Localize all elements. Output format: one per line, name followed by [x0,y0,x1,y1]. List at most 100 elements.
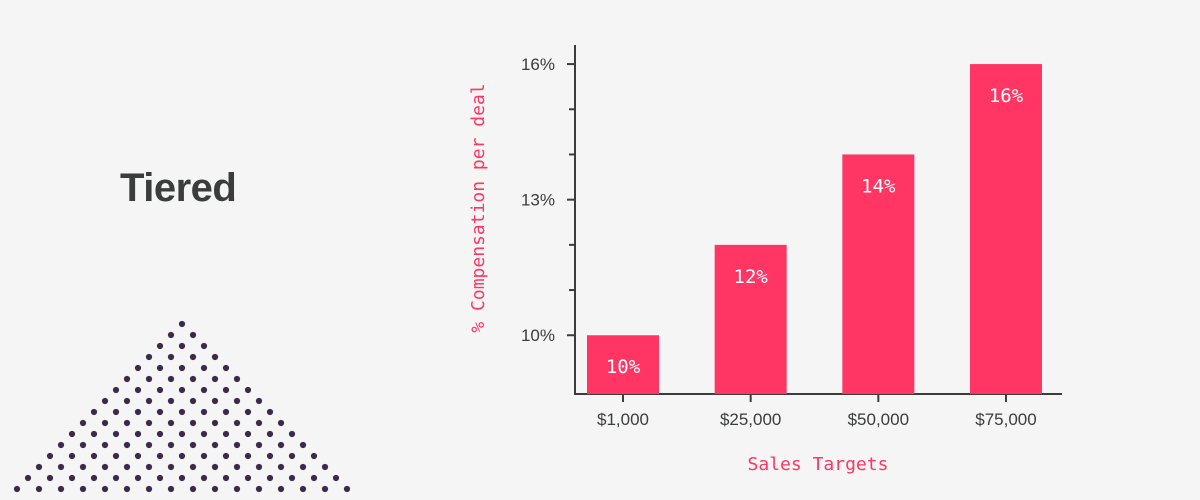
decorative-dot [112,386,120,394]
decorative-dot [112,430,120,438]
decorative-dot [123,485,131,493]
decorative-dot [222,408,230,416]
decorative-dot [200,430,208,438]
bar [714,244,787,394]
decorative-dot [79,485,87,493]
decorative-dot [145,485,153,493]
decorative-dot [167,485,175,493]
decorative-dot [266,474,274,482]
decorative-dot [332,474,340,482]
decorative-dot [13,485,21,493]
decorative-dot [244,452,252,460]
decorative-dot [145,419,153,427]
decorative-dot [156,474,164,482]
decorative-dot [35,463,43,471]
decorative-dot [167,397,175,405]
decorative-dot [167,441,175,449]
x-axis-ticks: $1,000 $25,000 $50,000 $75,000 [597,394,1037,429]
decorative-dot [189,331,197,339]
decorative-dot [200,474,208,482]
decorative-dot [101,397,109,405]
decorative-dot [24,474,32,482]
bar-data-label: 12% [734,266,769,288]
decorative-dot [134,386,142,394]
decorative-dot [244,430,252,438]
decorative-dot [189,375,197,383]
decorative-dot [112,408,120,416]
decorative-dot [310,452,318,460]
decorative-dot [288,452,296,460]
decorative-dot [233,419,241,427]
decorative-dot [189,485,197,493]
decorative-dot [167,353,175,361]
decorative-dot [255,419,263,427]
decorative-dot [57,485,65,493]
decorative-dot [134,452,142,460]
decorative-dot [200,386,208,394]
decorative-dot [123,441,131,449]
x-tick-label: $1,000 [597,410,649,429]
decorative-dot [222,452,230,460]
decorative-dot [299,441,307,449]
decorative-dot [222,430,230,438]
decorative-dot [178,408,186,416]
decorative-dot [167,419,175,427]
decorative-dot [178,386,186,394]
decorative-dot [145,441,153,449]
decorative-dot [266,408,274,416]
decorative-dot [233,397,241,405]
decorative-dot [79,419,87,427]
decorative-dot [145,375,153,383]
decorative-dot [101,441,109,449]
decorative-dot [101,419,109,427]
decorative-dot [189,419,197,427]
decorative-dot [123,419,131,427]
decorative-dot [255,485,263,493]
decorative-dot [90,430,98,438]
decorative-dot [145,397,153,405]
decorative-dot [68,474,76,482]
decorative-dot [145,353,153,361]
decorative-dot [288,430,296,438]
decorative-dot [178,452,186,460]
decorative-dot [178,430,186,438]
decorative-dot [167,375,175,383]
decorative-dot [211,441,219,449]
bars: 10% 12% 14% 16% [587,64,1042,395]
decorative-dot [211,375,219,383]
decorative-dot [266,430,274,438]
decorative-dot [310,474,318,482]
x-tick-label: $75,000 [975,410,1036,429]
decorative-dot [134,474,142,482]
decorative-dot [156,386,164,394]
decorative-dot [343,485,351,493]
decorative-dot [101,463,109,471]
page-title: Tiered [120,166,237,210]
decorative-dot [288,474,296,482]
decorative-dot [178,364,186,372]
decorative-dot [255,397,263,405]
x-axis-title: Sales Targets [748,454,889,475]
bar-data-label: 16% [989,85,1024,107]
bar [587,335,659,394]
y-axis-title: % Compensation per deal [468,83,489,332]
bar [842,154,915,394]
decorative-dot [277,419,285,427]
y-tick-label: 10% [521,326,555,345]
decorative-dot [90,474,98,482]
decorative-dot [211,419,219,427]
bar-data-label: 14% [861,175,896,197]
decorative-dot [35,485,43,493]
decorative-dot [222,364,230,372]
decorative-dot [200,408,208,416]
decorative-dot [233,485,241,493]
decorative-dot [189,441,197,449]
decorative-dot [156,452,164,460]
decorative-dot [145,463,153,471]
decorative-dot [57,441,65,449]
decorative-dot [68,452,76,460]
decorative-dot [123,397,131,405]
decorative-dot [79,441,87,449]
decorative-dot [189,353,197,361]
